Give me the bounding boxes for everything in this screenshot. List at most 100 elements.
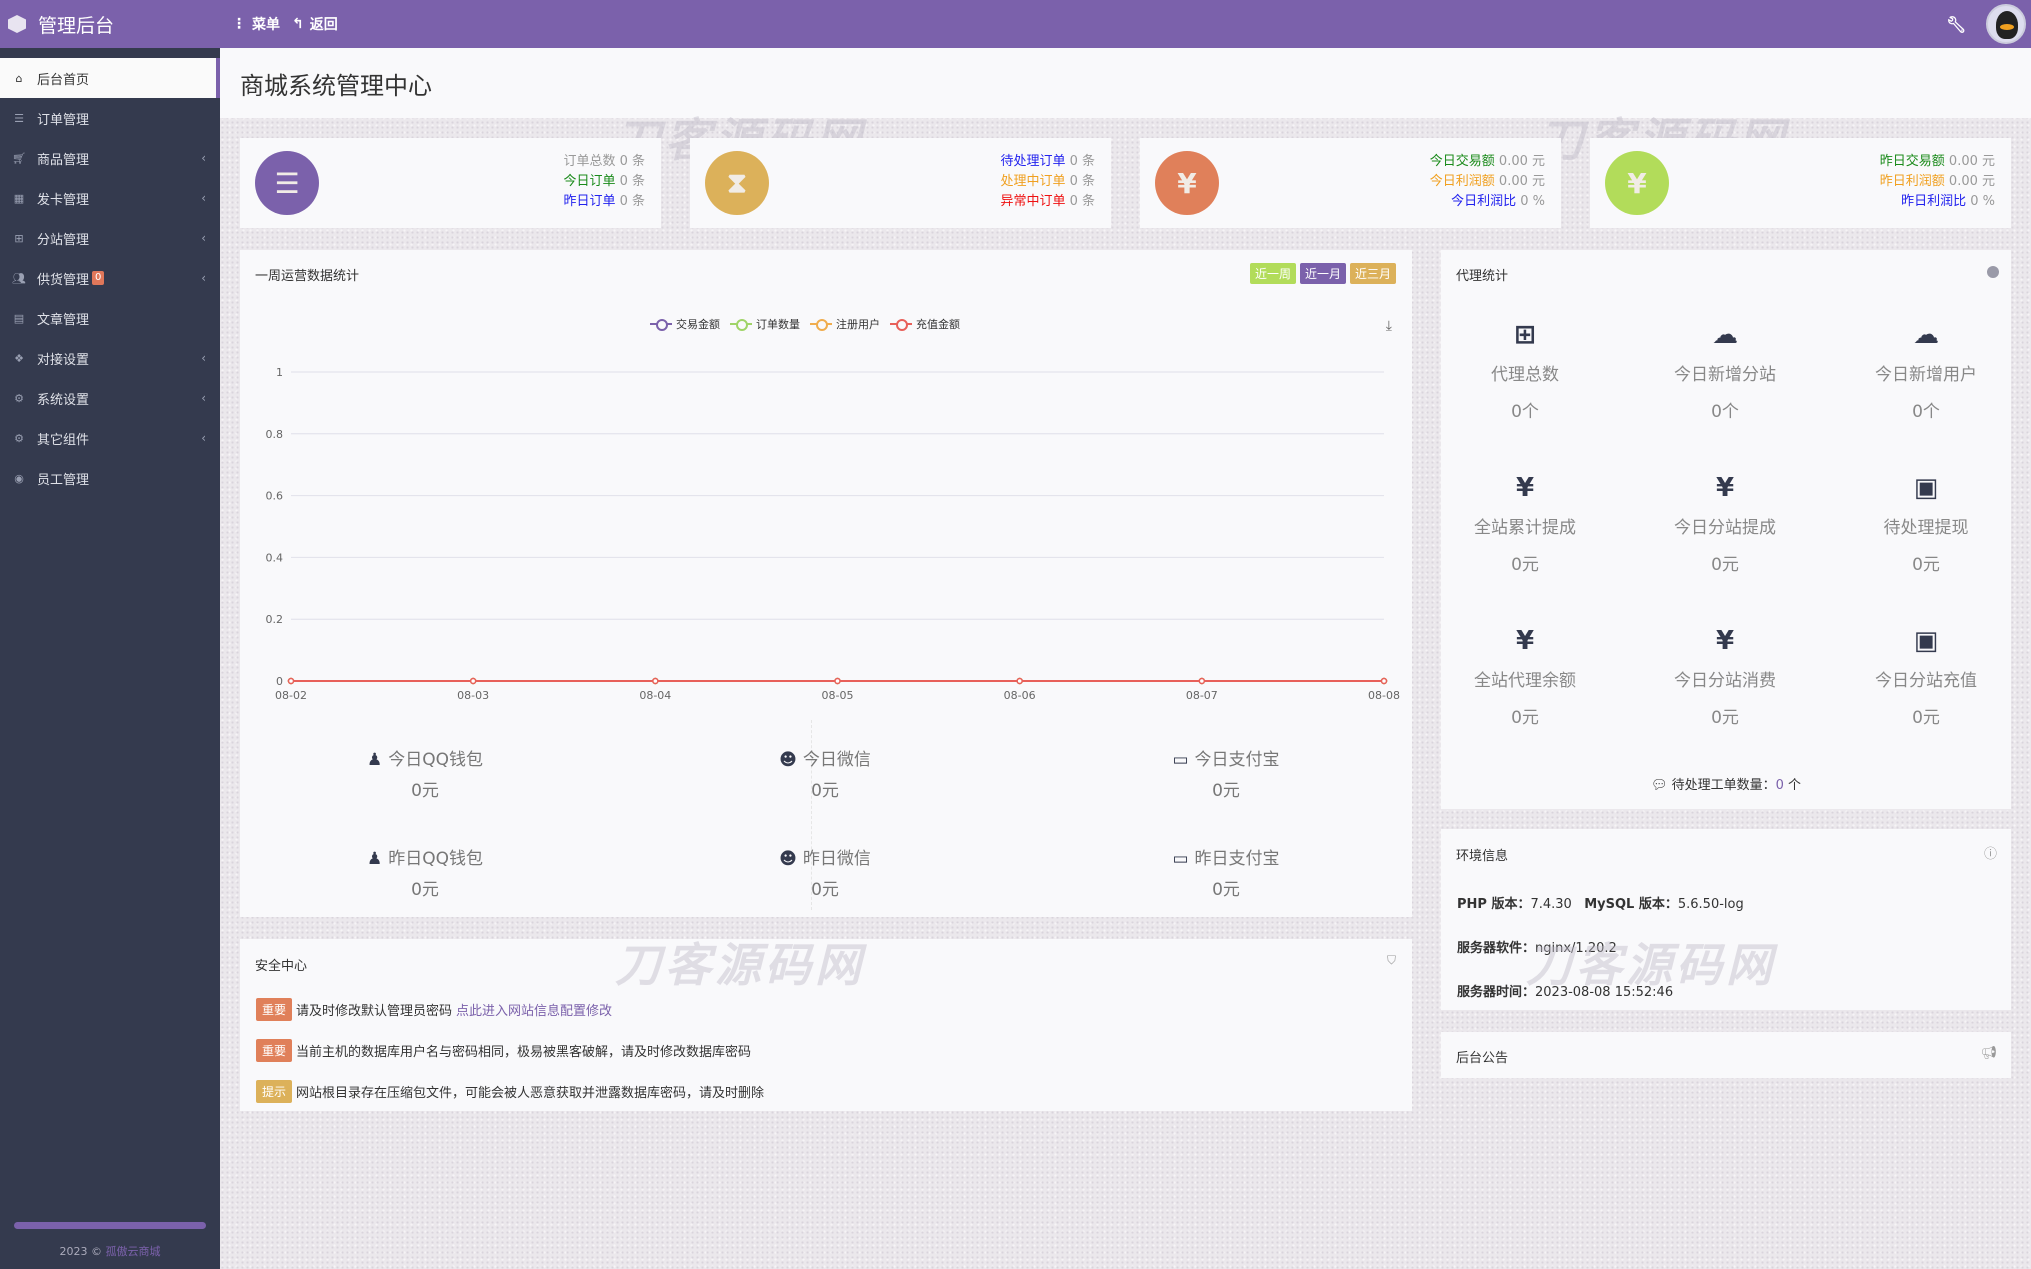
agent-stat-value: 0个	[1711, 402, 1739, 422]
sidebar-item[interactable]: ⚙ 系统设置 ‹	[0, 378, 220, 418]
range-button[interactable]: 近一月	[1299, 263, 1346, 284]
mysql-version: 5.6.50-log	[1677, 897, 1744, 912]
list-icon: ☰	[14, 111, 24, 125]
stat-label: 异常中订单	[1000, 194, 1066, 209]
stat-value: 0 条	[1069, 174, 1095, 189]
sidebar-item[interactable]: ⊞ 分站管理 ‹	[0, 218, 220, 258]
severity-tag: 重要	[256, 1039, 293, 1062]
server-label: 服务器软件：	[1457, 941, 1536, 956]
wrench-icon[interactable]: 🔧︎	[1946, 14, 1967, 34]
sidebar-footer: 2023 © 孤傲云商城	[0, 1243, 220, 1259]
stat-label: 昨日订单	[563, 194, 616, 209]
menu-button[interactable]: ⋮ 菜单	[232, 0, 280, 48]
sidebar-item[interactable]: ▤ 文章管理	[0, 298, 220, 338]
back-button[interactable]: ↰ 返回	[292, 0, 338, 48]
payment-label: 今日支付宝	[1194, 750, 1280, 770]
time-value: 2023-08-08 15:52:46	[1535, 985, 1674, 1000]
sidebar-item[interactable]: ◉ 员工管理	[0, 458, 220, 498]
stat-row: 今日利润额 0.00 元	[1430, 172, 1545, 192]
sidebar-item[interactable]: ▦ 发卡管理 ‹	[0, 178, 220, 218]
stat-row: 今日交易额 0.00 元	[1430, 152, 1545, 172]
chevron-left-icon: ‹	[201, 391, 206, 405]
agent-stat-label: 待处理提现	[1883, 518, 1969, 538]
stat-value: 0 条	[1069, 154, 1095, 169]
tickets-value: 0	[1775, 778, 1784, 793]
stat-label: 今日订单	[563, 174, 616, 189]
agent-stat-label: 今日新增用户	[1875, 365, 1977, 385]
sidebar-item[interactable]: ❖ 对接设置 ‹	[0, 338, 220, 378]
x-tick-label: 08-03	[457, 689, 489, 702]
payment-value: 0元	[1212, 880, 1240, 900]
legend-label: 充值金额	[916, 318, 960, 331]
stat-row: 今日订单 0 条	[563, 172, 645, 192]
sidebar-item[interactable]: ⌂ 后台首页	[0, 58, 220, 98]
pending-tickets: 💬︎ 待处理工单数量：0 个	[1441, 774, 2011, 793]
payment-stat: ♟ 昨日QQ钱包 0元	[245, 844, 605, 900]
brand[interactable]: 管理后台	[8, 0, 114, 48]
back-label: 返回	[309, 17, 338, 33]
php-label: PHP 版本：	[1457, 897, 1531, 912]
agent-stat: ☁ 今日新增分站 0个	[1630, 320, 1820, 422]
yen-icon: ¥	[1515, 626, 1535, 656]
server-time: 服务器时间：2023-08-08 15:52:46	[1457, 981, 1673, 1000]
cart-icon: 🛒︎	[12, 151, 26, 165]
payment-label: 昨日QQ钱包	[388, 849, 483, 869]
severity-tag: 提示	[256, 1080, 293, 1103]
hourglass-icon: ⧗	[705, 151, 769, 215]
agent-stat-label: 代理总数	[1491, 365, 1559, 385]
security-item: 提示 网站根目录存在压缩包文件，可能会被人恶意获取并泄露数据库密码，请及时删除	[256, 1080, 764, 1103]
legend-item[interactable]: 订单数量	[730, 316, 800, 332]
config-link[interactable]: 点此进入网站信息配置修改	[456, 1004, 613, 1019]
range-button[interactable]: 近三月	[1349, 263, 1396, 284]
legend-item[interactable]: 注册用户	[810, 316, 880, 332]
bullhorn-icon: 📢︎	[1980, 1046, 1997, 1061]
sidebar	[0, 48, 220, 1269]
sidebar-scrollbar[interactable]	[14, 1222, 206, 1229]
panel-title: 代理统计	[1456, 269, 1509, 284]
stat-label: 订单总数	[563, 154, 616, 169]
y-tick-label: 0.2	[266, 613, 284, 626]
agent-stat-value: 0元	[1912, 708, 1940, 728]
agent-stat-label: 今日分站充值	[1875, 671, 1977, 691]
security-item: 重要 当前主机的数据库用户名与密码相同，极易被黑客破解，请及时修改数据库密码	[256, 1039, 751, 1062]
security-panel: 安全中心 ⛉ 刀客源码网 重要 请及时修改默认管理员密码 点此进入网站信息配置修改重…	[240, 938, 1412, 1111]
brand-title: 管理后台	[38, 14, 115, 37]
qq-icon: ♟	[366, 849, 383, 869]
info-icon: ⓘ	[1983, 847, 1997, 862]
payment-label: 昨日微信	[802, 849, 871, 869]
legend-item[interactable]: 充值金额	[890, 316, 960, 332]
data-point	[469, 677, 477, 685]
collapse-dot-button[interactable]	[1987, 266, 1999, 278]
comment-icon: 💬︎	[1650, 778, 1668, 793]
users-icon: 👥︎	[12, 271, 26, 285]
gear-icon: ⚙	[14, 391, 24, 405]
stat-value: 0.00 元	[1498, 174, 1545, 189]
agent-stat-value: 0元	[1511, 708, 1539, 728]
chart-legend: 交易金额 订单数量 注册用户 充值金额	[650, 316, 960, 332]
sidebar-item[interactable]: ⚙ 其它组件 ‹	[0, 418, 220, 458]
sidebar-item[interactable]: 🛒︎ 商品管理 ‹	[0, 138, 220, 178]
stat-row: 订单总数 0 条	[563, 152, 645, 172]
sidebar-item[interactable]: ☰ 订单管理	[0, 98, 220, 138]
legend-item[interactable]: 交易金额	[650, 316, 720, 332]
cubes-icon: ❖	[14, 351, 24, 365]
avatar[interactable]	[1986, 4, 2026, 44]
stat-value: 0 条	[1069, 194, 1095, 209]
security-text: 网站根目录存在压缩包文件，可能会被人恶意获取并泄露数据库密码，请及时删除	[296, 1086, 765, 1101]
sidebar-item[interactable]: 👥︎ 供货管理 0 ‹	[0, 258, 220, 298]
stat-card: ¥ 今日交易额 0.00 元今日利润额 0.00 元今日利润比 0 %	[1140, 138, 1561, 228]
agent-stat-value: 0个	[1912, 402, 1940, 422]
agent-stat-label: 今日分站提成	[1674, 518, 1776, 538]
stat-label: 待处理订单	[1000, 154, 1066, 169]
panel-title: 环境信息	[1456, 849, 1509, 864]
range-button[interactable]: 近一周	[1249, 263, 1296, 284]
footer-link[interactable]: 孤傲云商城	[105, 1245, 161, 1258]
yen-icon: ¥	[1155, 151, 1219, 215]
download-icon[interactable]: ⤓	[1385, 318, 1392, 334]
payment-stat: ☻ 昨日微信 0元	[645, 844, 1005, 900]
stat-value: 0.00 元	[1948, 174, 1995, 189]
stat-row: 异常中订单 0 条	[1000, 192, 1095, 212]
payment-stat: ▭ 今日支付宝 0元	[1046, 745, 1406, 801]
agent-stat: ¥ 全站累计提成 0元	[1430, 473, 1620, 575]
